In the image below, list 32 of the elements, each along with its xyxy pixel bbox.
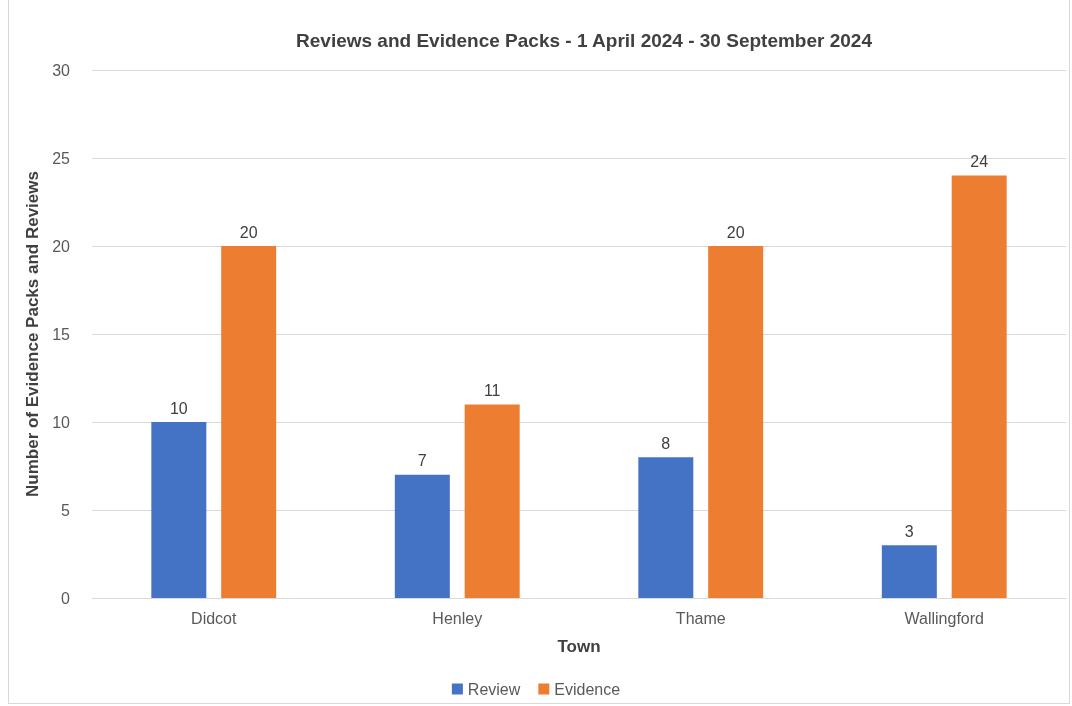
bar (464, 404, 520, 598)
data-label: 7 (417, 452, 427, 470)
bar (708, 246, 764, 598)
x-axis-title: Town (557, 637, 601, 656)
data-label: 20 (239, 223, 258, 241)
bar (881, 545, 937, 598)
x-tick-label: Wallingford (904, 609, 984, 627)
data-label: 11 (483, 381, 501, 399)
bar (151, 422, 207, 598)
y-tick-label: 25 (52, 149, 71, 167)
legend-label: Evidence (554, 680, 621, 698)
data-label: 10 (169, 399, 188, 417)
y-tick-label: 10 (52, 413, 71, 431)
y-tick-label: 15 (52, 325, 71, 343)
y-tick-label: 0 (61, 589, 71, 607)
x-tick-label: Didcot (191, 609, 237, 627)
data-label: 20 (726, 223, 745, 241)
y-tick-label: 5 (61, 501, 71, 519)
y-tick-label: 20 (52, 237, 71, 255)
bar (394, 474, 450, 598)
x-tick-label: Henley (432, 609, 483, 627)
data-label: 8 (661, 434, 671, 452)
bar (221, 246, 277, 598)
bar (951, 175, 1007, 598)
legend-label: Review (467, 680, 521, 698)
chart-title: Reviews and Evidence Packs - 1 April 2024 - 30 September 2024 (296, 30, 873, 51)
bar (638, 457, 694, 598)
x-tick-label: Thame (675, 609, 726, 627)
data-label: 3 (904, 522, 914, 540)
y-tick-label: 30 (52, 61, 71, 79)
y-axis-title: Number of Evidence Packs and Reviews (23, 171, 43, 497)
data-label: 24 (970, 153, 989, 171)
